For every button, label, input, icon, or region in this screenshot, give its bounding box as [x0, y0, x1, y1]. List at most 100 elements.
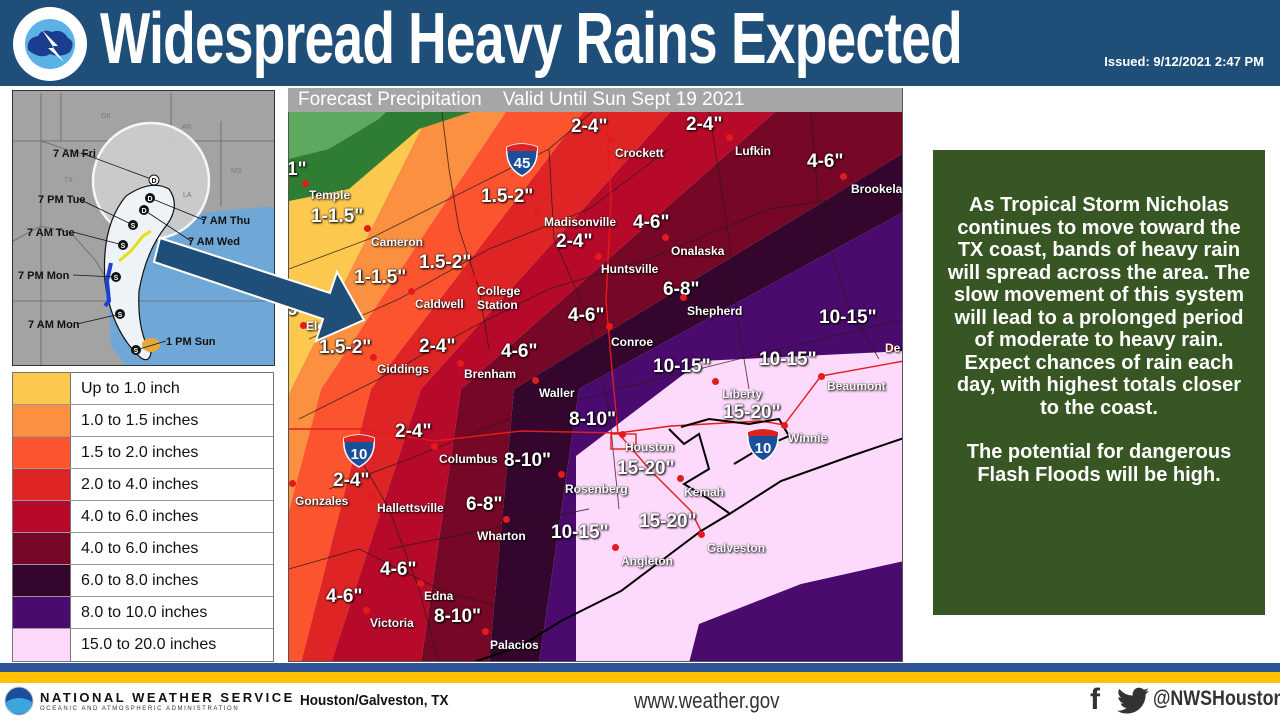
city-label: Rosenberg	[565, 482, 628, 496]
rainfall-amount-label: 6-8"	[663, 279, 700, 300]
state-label: OK	[101, 113, 111, 120]
rainfall-amount-label: 4-6"	[501, 341, 538, 362]
city-label: Angleton	[621, 554, 673, 568]
rainfall-amount-label: 1.5-2"	[481, 186, 534, 207]
rainfall-amount-label: 15-20"	[723, 402, 781, 423]
rainfall-amount-label: 4-6"	[380, 559, 417, 580]
forecast-precip-map: 1" 2-4" 2-4" 4-6" 1.5-2" 4-6" 2-4" 1-1.5" 1-1.5"…	[288, 88, 903, 662]
legend-row: 1.5 to 2.0 inches	[13, 437, 273, 469]
facebook-icon[interactable]: f	[1090, 683, 1100, 716]
legend-label: 4.0 to 6.0 inches	[81, 540, 199, 557]
map-title: Forecast Precipitation Valid Until Sun S…	[288, 88, 902, 112]
rainfall-amount-label: 10-15"	[653, 356, 711, 377]
state-label: AR	[182, 124, 192, 131]
legend-label: 1.5 to 2.0 inches	[81, 444, 199, 461]
city-label: Wharton	[477, 529, 526, 543]
city-label: Kemah	[684, 485, 725, 499]
precip-band	[289, 89, 601, 661]
track-label: 7 AM Thu	[201, 215, 250, 227]
city-marker	[408, 288, 415, 295]
legend-row: 15.0 to 20.0 inches	[13, 629, 273, 661]
legend-swatch	[13, 373, 71, 404]
city-marker	[781, 422, 788, 429]
city-label: De	[885, 341, 901, 355]
nws-logo	[13, 7, 87, 81]
precip-legend: Up to 1.0 inch 1.0 to 1.5 inches 1.5 to 2.…	[12, 372, 274, 662]
legend-swatch	[13, 533, 71, 564]
city-label: Lufkin	[735, 144, 771, 158]
track-label: 7 AM Tue	[27, 227, 75, 239]
precip-band	[289, 89, 521, 511]
city-label: Waller	[539, 386, 575, 400]
precip-band	[421, 89, 902, 661]
rainfall-amount-label: 2-4"	[419, 336, 456, 357]
marker-d: D	[151, 178, 156, 185]
city-marker	[818, 373, 825, 380]
flash-flood-warning-text: The potential for dangerous Flash Floods…	[966, 441, 1232, 486]
agency-subtitle: OCEANIC AND ATMOSPHERIC ADMINISTRATION	[40, 706, 240, 712]
track-label: 7 PM Mon	[18, 270, 70, 282]
rainfall-amount-label: 1.5-2"	[319, 337, 372, 358]
footer: NATIONAL WEATHER SERVICE OCEANIC AND ATM…	[0, 683, 1280, 720]
legend-row: 8.0 to 10.0 inches	[13, 597, 273, 629]
rainfall-amount-label: 4-6"	[326, 586, 363, 607]
city-marker	[457, 360, 464, 367]
city-label: Brenham	[464, 367, 517, 381]
social-handle[interactable]: @NWSHouston	[1153, 687, 1280, 710]
track-label: 7 PM Tue	[38, 194, 85, 206]
city-marker	[363, 607, 370, 614]
rainfall-amount-label: 15-20"	[617, 458, 675, 479]
interstate-shield-icon: 10	[747, 428, 779, 462]
precip-bands	[289, 89, 902, 661]
city-label: Hallettsville	[377, 501, 444, 515]
city-marker	[532, 377, 539, 384]
interstate-number: 45	[514, 155, 531, 172]
legend-swatch	[13, 405, 71, 436]
city-marker	[612, 544, 619, 551]
city-label: Houston	[625, 440, 674, 454]
footer-stripe	[0, 663, 1280, 672]
city-marker	[503, 516, 510, 523]
track-label: 7 AM Wed	[188, 236, 240, 248]
city-marker	[302, 180, 309, 187]
rainfall-amount-label: 2-4"	[571, 116, 608, 137]
marker-d: D	[141, 208, 146, 215]
state-label: MS	[231, 168, 242, 175]
city-marker	[888, 344, 895, 351]
interstate-shield-icon: 10	[343, 434, 375, 468]
rainfall-amount-label: 2-4"	[395, 421, 432, 442]
page-title: Widespread Heavy Rains Expected	[100, 0, 963, 79]
city-marker	[698, 531, 705, 538]
interstate-number: 10	[755, 440, 772, 457]
marker-s: S	[134, 348, 139, 355]
footer-stripe	[0, 672, 1280, 683]
twitter-icon[interactable]	[1117, 687, 1149, 715]
rainfall-amount-label: 5"	[288, 299, 307, 320]
track-label: 7 AM Fri	[53, 148, 96, 160]
rainfall-amount-label: 10-15"	[551, 522, 609, 543]
rainfall-amount-label: 10-15"	[759, 349, 817, 370]
city-label: Gonzales	[295, 494, 349, 508]
legend-label: 1.0 to 1.5 inches	[81, 412, 199, 429]
band-8-10-offshore	[689, 561, 902, 661]
city-label: Victoria	[370, 616, 414, 630]
city-label: Shepherd	[687, 304, 743, 318]
legend-label: 8.0 to 10.0 inches	[81, 604, 208, 621]
precip-band	[331, 89, 801, 661]
rainfall-amount-label: 1"	[288, 159, 307, 180]
city-marker	[482, 628, 489, 635]
rainfall-amount-label: 1.5-2"	[419, 252, 472, 273]
marker-d: D	[147, 196, 152, 203]
city-label: Edna	[424, 589, 454, 603]
website-link[interactable]: www.weather.gov	[634, 688, 780, 713]
header-banner: Widespread Heavy Rains Expected Issued: …	[0, 0, 1280, 86]
marker-s: S	[131, 223, 136, 230]
city-marker	[662, 234, 669, 241]
city-marker	[289, 480, 296, 487]
city-label: Brookela	[851, 182, 903, 196]
legend-label: 6.0 to 8.0 inches	[81, 572, 199, 589]
legend-row: 4.0 to 6.0 inches	[13, 533, 273, 565]
rainfall-amount-label: 15-20"	[639, 511, 697, 532]
city-label: Winnie	[788, 431, 828, 445]
rainfall-amount-label: 2-4"	[333, 470, 370, 491]
